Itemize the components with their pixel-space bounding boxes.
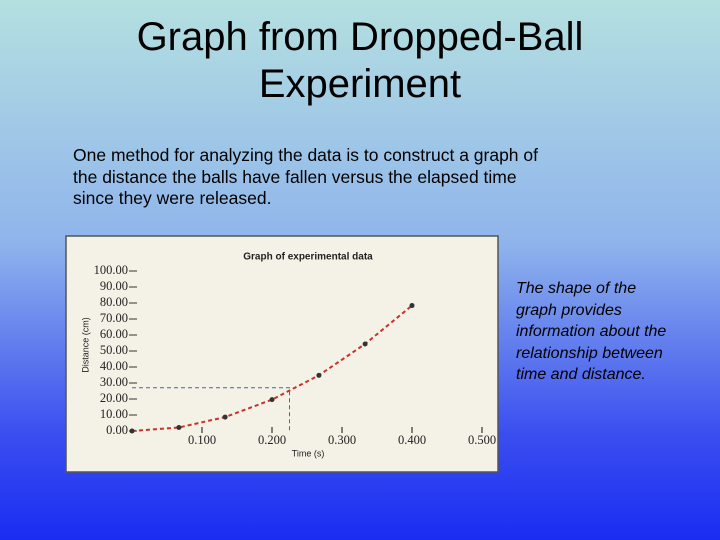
x-axis-label: Time (s) <box>292 448 325 458</box>
y-tick-label: 70.00 <box>100 311 128 325</box>
y-tick-label: 90.00 <box>100 279 128 293</box>
y-tick-label: 60.00 <box>100 327 128 341</box>
side-note: The shape of the graph provides informat… <box>516 280 667 383</box>
y-tick-label: 20.00 <box>100 391 128 405</box>
x-tick-label: 0.300 <box>328 433 356 447</box>
y-tick-label: 50.00 <box>100 343 128 357</box>
y-tick-label: 10.00 <box>100 407 128 421</box>
body-text: One method for analyzing the data is to … <box>73 145 538 208</box>
slide-title: Graph from Dropped-Ball Experiment <box>136 15 584 106</box>
data-point <box>269 397 275 403</box>
x-tick-label: 0.100 <box>188 433 216 447</box>
data-point <box>176 424 182 430</box>
data-point <box>222 414 228 420</box>
y-axis-label: Distance (cm) <box>80 317 90 373</box>
x-tick-label: 0.400 <box>398 433 426 447</box>
reference-guide <box>132 387 290 431</box>
y-tick-label: 80.00 <box>100 295 128 309</box>
y-tick-label: 40.00 <box>100 359 128 373</box>
x-tick-label: 0.200 <box>258 433 286 447</box>
x-tick-label: 0.500 <box>468 433 496 447</box>
data-point <box>316 372 322 378</box>
data-point <box>362 341 368 347</box>
data-point <box>129 428 135 434</box>
y-tick-label: 100.00 <box>94 263 128 277</box>
data-point <box>409 303 415 309</box>
y-tick-label: 0.00 <box>106 423 128 437</box>
y-tick-label: 30.00 <box>100 375 128 389</box>
chart-title: Graph of experimental data <box>243 252 373 263</box>
chart-frame <box>65 235 499 473</box>
